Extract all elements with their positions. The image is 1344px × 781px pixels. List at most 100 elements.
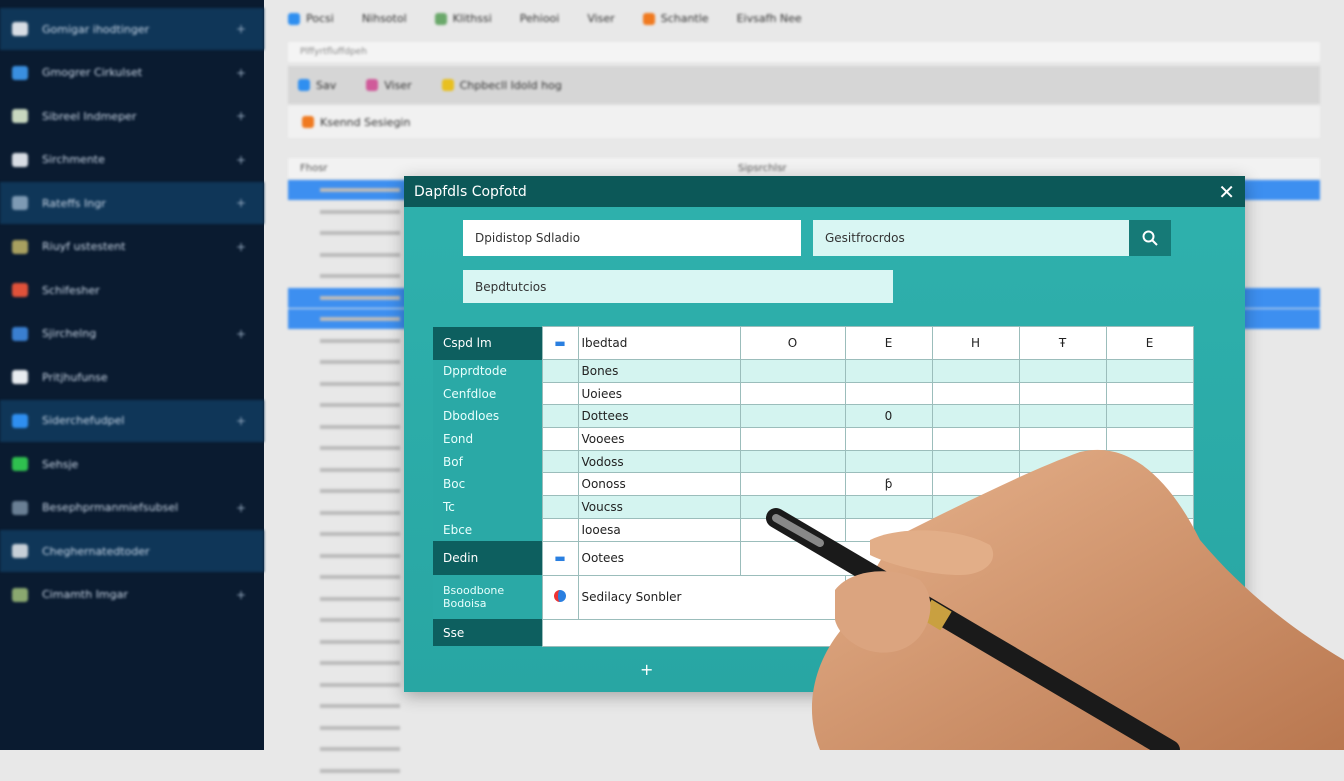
close-button[interactable]: ✕ (1218, 180, 1235, 204)
cell[interactable]: Iooesa (577, 517, 741, 542)
cell[interactable] (1105, 381, 1194, 406)
sidebar-item[interactable]: Cheghernatedtoder (0, 530, 264, 572)
list-row[interactable] (288, 395, 1320, 415)
toolbar-tab[interactable]: Klithssi (434, 12, 492, 25)
cell[interactable] (1018, 495, 1107, 519)
cell[interactable]: Vooees (577, 427, 741, 451)
search-input[interactable]: Gesitfrocrdos (813, 220, 1129, 256)
cell[interactable] (1018, 381, 1107, 406)
cell[interactable] (1018, 359, 1107, 383)
list-row[interactable] (288, 245, 1320, 265)
cell[interactable]: Ootees (577, 540, 741, 576)
cell[interactable]: 0 (844, 404, 933, 429)
radio-button[interactable] (541, 574, 579, 620)
list-row[interactable] (288, 417, 1320, 437)
cell[interactable]: Sedilacy Sonbler (577, 574, 846, 620)
cell[interactable] (844, 517, 933, 542)
sidebar-item[interactable]: Sirchmente + (0, 139, 264, 181)
cell[interactable]: Uoiees (577, 381, 741, 406)
cell[interactable] (1105, 449, 1194, 474)
cell[interactable] (541, 618, 1194, 647)
sidebar-item[interactable]: Pritjhufunse (0, 356, 264, 398)
cell[interactable] (931, 404, 1020, 429)
cell[interactable] (844, 381, 933, 406)
cell[interactable] (931, 472, 1020, 497)
sidebar-item[interactable]: Sibreel Indmeper + (0, 95, 264, 137)
sidebar-item[interactable]: Sjirchelng + (0, 313, 264, 355)
cell[interactable] (931, 517, 1020, 542)
list-row[interactable] (288, 223, 1320, 243)
cell[interactable] (739, 404, 846, 429)
cell[interactable]: Vodoss (577, 449, 741, 474)
cell[interactable] (739, 540, 1194, 576)
list-row[interactable] (288, 524, 1320, 544)
toolbar-tab[interactable]: Pehiooi (520, 12, 560, 25)
cell[interactable] (931, 427, 1020, 451)
text-input[interactable]: Dpidistop Sdladio (463, 220, 801, 256)
cell[interactable] (1018, 427, 1107, 451)
list-row[interactable] (288, 352, 1320, 372)
cell[interactable] (844, 359, 933, 383)
toolbar-tab[interactable]: Pocsi (288, 12, 334, 25)
cell[interactable] (1105, 359, 1194, 383)
cell[interactable] (1018, 517, 1107, 542)
toolbar-tab[interactable]: Schantle (642, 12, 709, 25)
list-row[interactable] (288, 567, 1320, 587)
list-row[interactable] (288, 266, 1320, 286)
list-row[interactable] (288, 675, 1320, 695)
cell[interactable] (1018, 472, 1107, 497)
list-row[interactable] (288, 589, 1320, 609)
sidebar-item[interactable]: Cimamth Imgar + (0, 574, 264, 616)
cell[interactable] (844, 574, 1194, 620)
toolbar-tab[interactable]: Nihsotol (362, 12, 407, 25)
sidebar-item[interactable]: Sehsje (0, 443, 264, 485)
dropdown-toggle[interactable]: ▬ (541, 326, 579, 360)
list-row[interactable] (288, 546, 1320, 566)
cell[interactable] (541, 449, 579, 474)
list-row[interactable] (288, 331, 1320, 351)
cell[interactable] (931, 359, 1020, 383)
cell[interactable] (739, 472, 846, 497)
cell[interactable] (931, 381, 1020, 406)
list-row[interactable] (288, 374, 1320, 394)
cell[interactable] (541, 381, 579, 406)
list-row[interactable] (288, 653, 1320, 673)
list-row[interactable] (288, 481, 1320, 501)
list-row[interactable] (288, 632, 1320, 652)
list-row[interactable] (288, 696, 1320, 716)
cell[interactable] (1105, 495, 1194, 519)
dropdown-toggle[interactable]: ▬ (541, 540, 579, 576)
list-row[interactable] (288, 503, 1320, 523)
address-bar[interactable]: Plffyrtfluffdpeh (288, 42, 1320, 62)
list-row[interactable] (288, 610, 1320, 630)
cell[interactable] (541, 427, 579, 451)
cell[interactable]: Oonoss (577, 472, 741, 497)
sidebar-item[interactable]: Gmogrer Cirkulset + (0, 52, 264, 94)
cell[interactable] (541, 517, 579, 542)
cell[interactable] (739, 381, 846, 406)
cell[interactable] (1105, 472, 1194, 497)
cell[interactable] (739, 427, 846, 451)
toolbar-tab[interactable]: Viser (587, 12, 614, 25)
cell[interactable] (931, 449, 1020, 474)
toolbar-action[interactable]: Viser (366, 79, 412, 92)
list-row[interactable] (288, 739, 1320, 759)
cell[interactable] (844, 449, 933, 474)
cell[interactable] (844, 495, 933, 519)
text-input[interactable]: Bepdtutcios (463, 270, 893, 303)
sidebar-item[interactable]: Riuyf ustestent + (0, 226, 264, 268)
cell[interactable] (739, 517, 846, 542)
sidebar-item[interactable]: Siderchefudpel + (0, 399, 264, 442)
cell[interactable]: Dottees (577, 404, 741, 429)
cell[interactable]: Voucss (577, 495, 741, 519)
toolbar-tab[interactable]: Eivsafh Nee (737, 12, 802, 25)
sidebar-item[interactable]: Besephprmanmiefsubsel + (0, 487, 264, 529)
cell[interactable]: ƥ (844, 472, 933, 497)
cell[interactable] (541, 495, 579, 519)
cell[interactable] (541, 359, 579, 383)
cell[interactable] (844, 427, 933, 451)
list-row[interactable] (288, 202, 1320, 222)
cell[interactable] (1105, 427, 1194, 451)
cell[interactable] (541, 404, 579, 429)
list-row[interactable] (288, 460, 1320, 480)
